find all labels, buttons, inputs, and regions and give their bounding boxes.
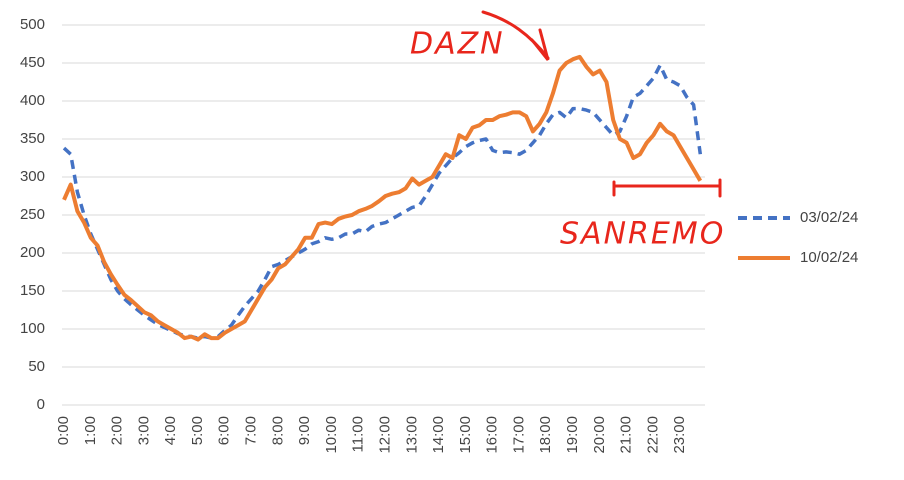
x-tick-label: 19:00 — [564, 416, 581, 454]
x-tick-label: 10:00 — [323, 416, 340, 454]
annotation: SANREMO — [560, 217, 725, 252]
legend-label: 10/02/24 — [800, 249, 858, 266]
x-tick-label: 23:00 — [671, 416, 688, 454]
x-tick-label: 4:00 — [162, 416, 179, 445]
x-tick-label: 6:00 — [216, 416, 233, 445]
y-tick-label: 150 — [20, 282, 45, 299]
x-tick-label: 17:00 — [510, 416, 527, 454]
series-line — [62, 63, 703, 340]
x-tick-label: 12:00 — [376, 416, 393, 454]
x-tick-label: 14:00 — [430, 416, 447, 454]
y-tick-label: 50 — [28, 358, 45, 375]
x-tick-label: 15:00 — [457, 416, 474, 454]
x-tick-label: 3:00 — [135, 416, 152, 445]
x-tick-label: 22:00 — [644, 416, 661, 454]
y-tick-label: 100 — [20, 320, 45, 337]
annotation: DAZN — [410, 27, 505, 62]
x-tick-label: 9:00 — [296, 416, 313, 445]
x-tick-label: 11:00 — [350, 416, 367, 452]
annotation-arrow — [481, 10, 722, 198]
x-tick-label: 0:00 — [55, 416, 72, 445]
y-tick-label: 400 — [20, 92, 45, 109]
y-tick-label: 300 — [20, 168, 45, 185]
x-tick-label: 13:00 — [403, 416, 420, 454]
y-tick-label: 350 — [20, 130, 45, 147]
series-line — [62, 54, 703, 342]
x-tick-label: 21:00 — [618, 416, 635, 454]
x-tick-label: 1:00 — [82, 416, 99, 445]
legend-label: 03/02/24 — [800, 209, 858, 226]
x-tick-label: 7:00 — [243, 416, 260, 445]
y-tick-label: 450 — [20, 54, 45, 71]
x-tick-label: 18:00 — [537, 416, 554, 454]
y-tick-label: 250 — [20, 206, 45, 223]
x-tick-label: 20:00 — [591, 416, 608, 454]
y-tick-label: 500 — [20, 16, 45, 33]
y-tick-label: 200 — [20, 244, 45, 261]
x-tick-label: 2:00 — [109, 416, 126, 445]
x-tick-label: 5:00 — [189, 416, 206, 445]
x-tick-label: 16:00 — [484, 416, 501, 454]
y-tick-label: 0 — [37, 396, 45, 413]
x-tick-label: 8:00 — [269, 416, 286, 445]
